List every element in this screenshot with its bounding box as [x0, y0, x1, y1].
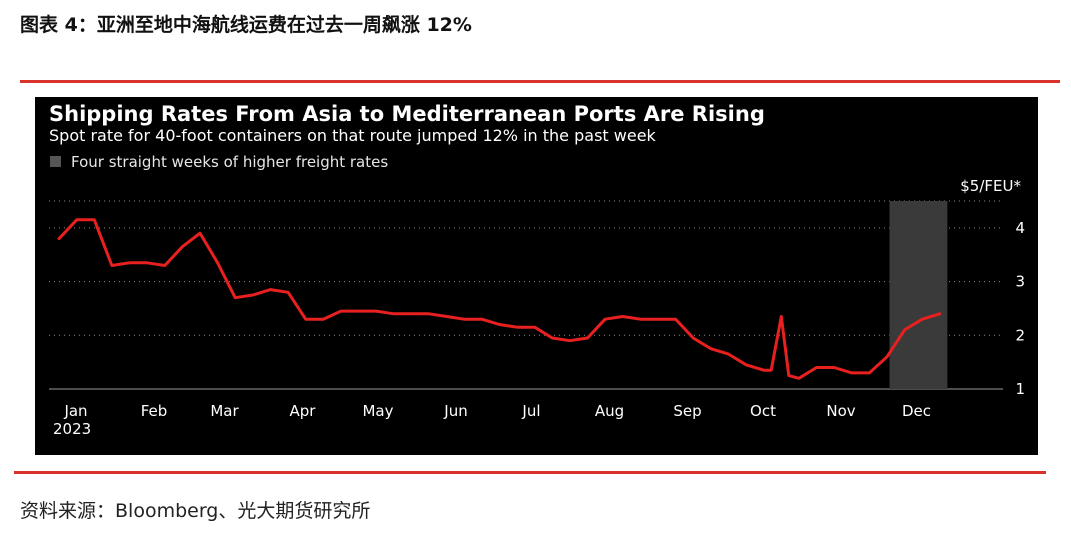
x-tick-label: Dec: [902, 402, 931, 420]
chart-panel: Shipping Rates From Asia to Mediterranea…: [35, 97, 1038, 455]
x-tick-label: Nov: [826, 402, 855, 420]
y-tick-label: 1: [1015, 380, 1025, 398]
chart-subtitle: Spot rate for 40-foot containers on that…: [49, 126, 657, 145]
x-tick-label: Mar: [210, 402, 239, 420]
y-axis-unit-label: $5/FEU*: [960, 177, 1021, 195]
legend-swatch: [50, 156, 61, 167]
y-axis: 1 2 3 4: [1015, 219, 1025, 398]
series-line: [57, 218, 942, 380]
source-note: 资料来源：Bloomberg、光大期货研究所: [20, 500, 371, 522]
grid-lines: [49, 200, 1003, 390]
x-tick-label: Aug: [595, 402, 624, 420]
y-tick-label: 2: [1015, 326, 1025, 344]
y-tick-label: 4: [1015, 219, 1025, 237]
x-tick-label: May: [362, 402, 393, 420]
highlight-rect: [889, 201, 948, 389]
x-tick-label: Oct: [750, 402, 776, 420]
chart-title: Shipping Rates From Asia to Mediterranea…: [49, 102, 765, 126]
bottom-divider: [14, 471, 1046, 474]
y-tick-label: 3: [1015, 273, 1025, 291]
x-tick-label: Apr: [290, 402, 317, 420]
x-tick-label: Sep: [673, 402, 701, 420]
x-tick-label: Feb: [141, 402, 168, 420]
series-lines: [57, 218, 942, 380]
highlight-band: [889, 201, 948, 389]
line-chart: Shipping Rates From Asia to Mediterranea…: [49, 102, 1025, 438]
legend-label: Four straight weeks of higher freight ra…: [71, 153, 388, 171]
x-tick-sublabel: 2023: [53, 420, 91, 438]
x-tick-label: Jun: [443, 402, 467, 420]
figure-title: 图表 4：亚洲至地中海航线运费在过去一周飙涨 12%: [20, 14, 472, 36]
top-divider: [20, 80, 1060, 83]
x-tick-label: Jan: [63, 402, 87, 420]
x-tick-label: Jul: [521, 402, 540, 420]
